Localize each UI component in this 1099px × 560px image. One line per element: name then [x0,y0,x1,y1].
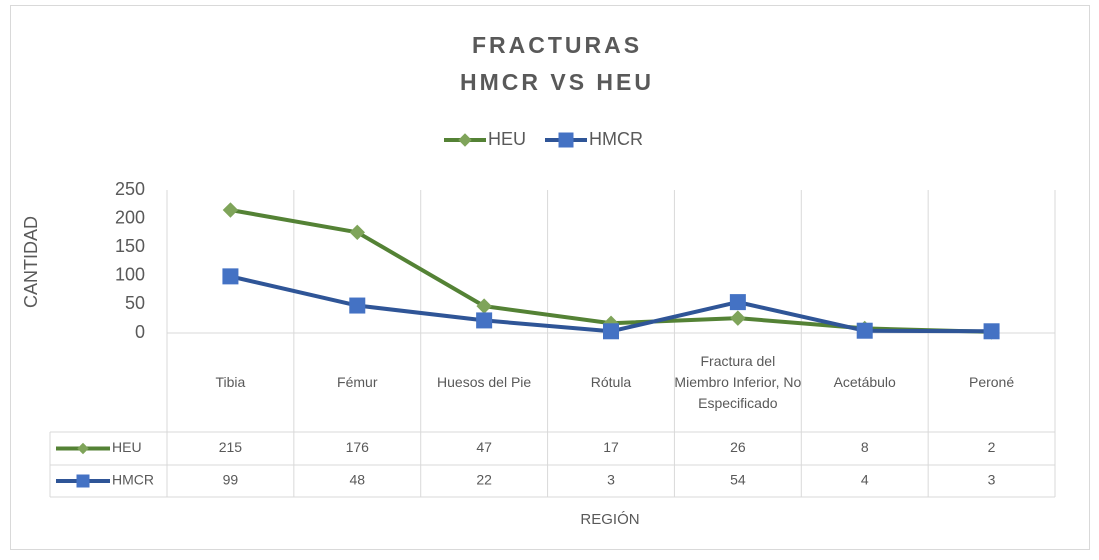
category-cell: Peroné [968,374,1015,390]
x-tick-label: Huesos del Pie [437,374,532,390]
y-tick-label: 250 [115,179,145,199]
category-cell: Rótula [590,374,632,390]
table-value: 4 [861,472,869,488]
x-axis-title: REGIÓN [580,511,639,528]
data-point [856,322,873,339]
table-value: 99 [223,472,239,488]
category-cell: Fémur [337,374,378,390]
table-value: 215 [219,439,243,455]
y-tick-label: 200 [115,207,145,227]
table-value: 17 [603,439,619,455]
table-value: 176 [346,439,370,455]
data-point [983,323,1000,340]
category-cell: Acetábulo [833,374,896,390]
table-row-label: HEU [112,439,142,455]
table-value: 2 [988,439,996,455]
table-row-label: HMCR [112,472,154,488]
x-tick-label: Fémur [337,374,378,390]
data-point [349,297,366,314]
table-value: 22 [476,472,492,488]
y-tick-label: 0 [135,322,145,342]
category-cell: Huesos del Pie [437,374,532,390]
category-cell: Fractura del Miembro Inferior, No Especi… [674,353,802,411]
y-axis-title: CANTIDAD [21,216,41,308]
table-value: 48 [349,472,365,488]
data-point [603,323,619,340]
y-tick-label: 150 [115,236,145,256]
data-point [476,312,493,329]
x-tick-label: Peroné [968,374,1015,390]
x-tick-label: Acetábulo [833,374,896,390]
data-point [729,294,746,311]
legend-label: HMCR [589,129,643,149]
x-tick-label: Rótula [590,374,632,390]
chart-border [10,5,1090,550]
table-value: 8 [861,439,869,455]
chart-title: FRACTURAS [472,32,642,58]
y-tick-label: 50 [125,293,145,313]
legend-marker [76,474,90,488]
legend-marker [558,132,574,148]
x-tick-label: Tibia [215,374,246,390]
table-value: 3 [988,472,996,488]
data-point [730,310,746,326]
chart-subtitle: HMCR VS HEU [460,69,654,95]
data-point [222,268,239,285]
table-value: 3 [607,472,615,488]
legend-marker [77,442,89,455]
data-point [349,224,365,241]
y-tick-label: 100 [115,265,145,285]
table-value: 54 [730,472,746,488]
legend-label: HEU [488,129,526,149]
table-value: 26 [730,439,746,455]
legend-marker [458,133,472,147]
data-point [222,202,239,218]
x-tick-label: Fractura del Miembro Inferior, No Especi… [674,353,802,411]
category-cell: Tibia [215,374,246,390]
table-value: 47 [476,439,492,455]
